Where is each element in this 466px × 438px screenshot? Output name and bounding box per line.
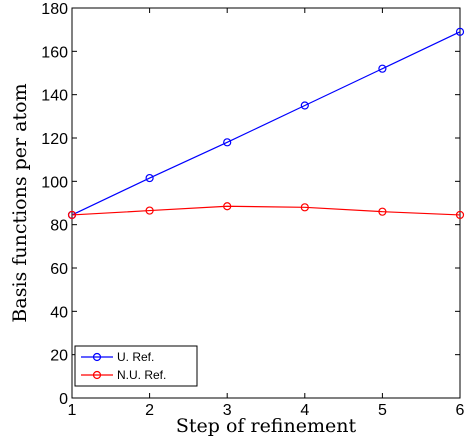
- data-point: [300, 101, 309, 110]
- legend-label: N.U. Ref.: [117, 368, 166, 382]
- x-tick-label: 6: [456, 402, 465, 419]
- y-tick-label: 20: [50, 348, 68, 365]
- series-layer: [67, 27, 465, 220]
- y-tick-label: 180: [41, 1, 68, 18]
- y-tick-label: 140: [41, 88, 68, 105]
- y-tick-label: 0: [59, 391, 68, 408]
- legend-label: U. Ref.: [117, 350, 154, 364]
- x-axis-label: Step of refinement: [176, 415, 357, 437]
- x-tick-label: 1: [68, 402, 77, 419]
- data-point: [455, 27, 465, 36]
- y-tick-label: 40: [50, 304, 68, 321]
- series-2: [67, 202, 465, 220]
- legend-entry: U. Ref.: [81, 350, 154, 364]
- data-point: [223, 202, 232, 211]
- legend-entry: N.U. Ref.: [81, 368, 166, 382]
- series-line: [71, 205, 461, 216]
- y-tick-label: 100: [41, 174, 68, 191]
- legend: U. Ref. N.U. Ref.: [74, 345, 198, 387]
- data-point: [378, 207, 387, 216]
- plot-frame: [71, 7, 461, 399]
- series-line: [71, 31, 461, 216]
- legend-marker: [92, 370, 102, 380]
- data-point: [145, 206, 154, 215]
- legend-box: [74, 345, 198, 387]
- y-tick-label: 60: [50, 261, 68, 278]
- x-tick-label: 3: [223, 402, 232, 419]
- data-point: [378, 64, 387, 73]
- data-point: [67, 210, 77, 220]
- x-tick-label: 2: [145, 402, 154, 419]
- plot-area: [71, 7, 461, 399]
- data-point: [223, 138, 232, 147]
- legend-marker: [92, 352, 102, 362]
- data-point: [455, 210, 465, 220]
- y-tick-label: 80: [50, 218, 68, 235]
- y-axis-label: Basis functions per atom: [9, 83, 31, 322]
- x-tick-label: 4: [300, 402, 309, 419]
- data-point: [300, 203, 309, 212]
- data-point: [145, 173, 154, 183]
- y-tick-label: 120: [41, 131, 68, 148]
- y-tick-label: 160: [41, 44, 68, 61]
- x-tick-label: 5: [378, 402, 387, 419]
